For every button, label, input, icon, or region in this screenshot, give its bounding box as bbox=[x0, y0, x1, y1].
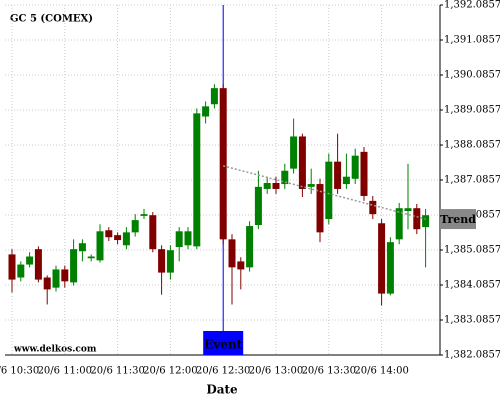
candle-body bbox=[43, 277, 51, 290]
candle-body bbox=[87, 256, 95, 259]
y-tick-label: 1,384.0857 bbox=[444, 280, 500, 291]
candle-body bbox=[298, 136, 306, 189]
candle-body bbox=[96, 231, 104, 261]
candle-body bbox=[166, 250, 174, 273]
candle-body bbox=[325, 161, 333, 220]
x-tick-label: 20/6 13:00 bbox=[249, 366, 303, 377]
candle-body bbox=[219, 88, 227, 240]
candle-body bbox=[210, 88, 218, 105]
y-tick-label: 1,382.0857 bbox=[444, 350, 500, 361]
candle-body bbox=[158, 249, 166, 273]
candle-body bbox=[114, 235, 122, 241]
candle-body bbox=[122, 232, 130, 246]
candle-body bbox=[395, 208, 403, 240]
trend-label: Trend bbox=[440, 213, 476, 226]
y-tick-label: 1,387.0857 bbox=[444, 175, 500, 186]
x-axis-label: Date bbox=[206, 383, 238, 397]
candle-body bbox=[404, 208, 412, 211]
candle-body bbox=[140, 214, 148, 216]
x-tick-label: 20/6 11:30 bbox=[90, 366, 144, 377]
y-tick-label: 1,383.0857 bbox=[444, 315, 500, 326]
candle-body bbox=[263, 182, 271, 189]
candle-body bbox=[334, 161, 342, 189]
candle-body bbox=[131, 220, 139, 233]
x-tick-label: 20/6 13:30 bbox=[302, 366, 356, 377]
x-tick-label: 20/6 12:00 bbox=[143, 366, 197, 377]
candle-body bbox=[61, 269, 69, 282]
candle-body bbox=[351, 155, 359, 179]
x-tick-label: 20/6 10:30 bbox=[0, 366, 39, 377]
candle-body bbox=[202, 106, 210, 117]
candle-body bbox=[378, 223, 386, 294]
candle-body bbox=[78, 243, 86, 252]
candle-body bbox=[193, 113, 201, 247]
candle-body bbox=[105, 230, 113, 238]
candle-body bbox=[281, 170, 289, 185]
watermark: www.delkos.com bbox=[13, 345, 97, 355]
candle-body bbox=[17, 264, 25, 278]
candle-body bbox=[237, 261, 245, 270]
candle-body bbox=[70, 249, 78, 283]
candle-body bbox=[413, 208, 421, 230]
candle-body bbox=[228, 239, 236, 268]
candle-body bbox=[26, 256, 34, 265]
x-tick-label: 20/6 11:00 bbox=[38, 366, 92, 377]
candle-body bbox=[272, 182, 280, 189]
candle-body bbox=[246, 226, 254, 268]
event-box bbox=[203, 331, 244, 355]
y-tick-label: 1,388.0857 bbox=[444, 140, 500, 151]
y-tick-label: 1,391.0857 bbox=[444, 35, 500, 46]
y-tick-label: 1,389.0857 bbox=[444, 105, 500, 116]
y-tick-label: 1,390.0857 bbox=[444, 70, 500, 81]
trend-box bbox=[440, 209, 476, 230]
candle-body bbox=[342, 176, 350, 185]
candle-body bbox=[369, 200, 377, 215]
candle-body bbox=[8, 254, 16, 280]
candle-body bbox=[307, 184, 315, 187]
candle-body bbox=[175, 231, 183, 248]
candle-body bbox=[149, 215, 157, 250]
trend-line bbox=[223, 165, 426, 220]
x-tick-label: 20/6 12:30 bbox=[196, 366, 250, 377]
y-tick-label: 1,392.0857 bbox=[444, 0, 500, 11]
candle-body bbox=[34, 249, 42, 280]
event-label: Event bbox=[204, 338, 242, 352]
candle-body bbox=[422, 215, 430, 228]
chart-title: GC 5 (COMEX) bbox=[10, 14, 93, 25]
candle-body bbox=[290, 136, 298, 169]
x-tick-label: 20/6 14:00 bbox=[354, 366, 408, 377]
candle-body bbox=[316, 184, 324, 233]
candle-body bbox=[52, 269, 60, 288]
candle-body bbox=[386, 242, 394, 294]
y-tick-label: 1,385.0857 bbox=[444, 245, 500, 256]
candle-body bbox=[360, 151, 368, 196]
candle-body bbox=[254, 186, 262, 225]
candle-body bbox=[184, 231, 192, 246]
